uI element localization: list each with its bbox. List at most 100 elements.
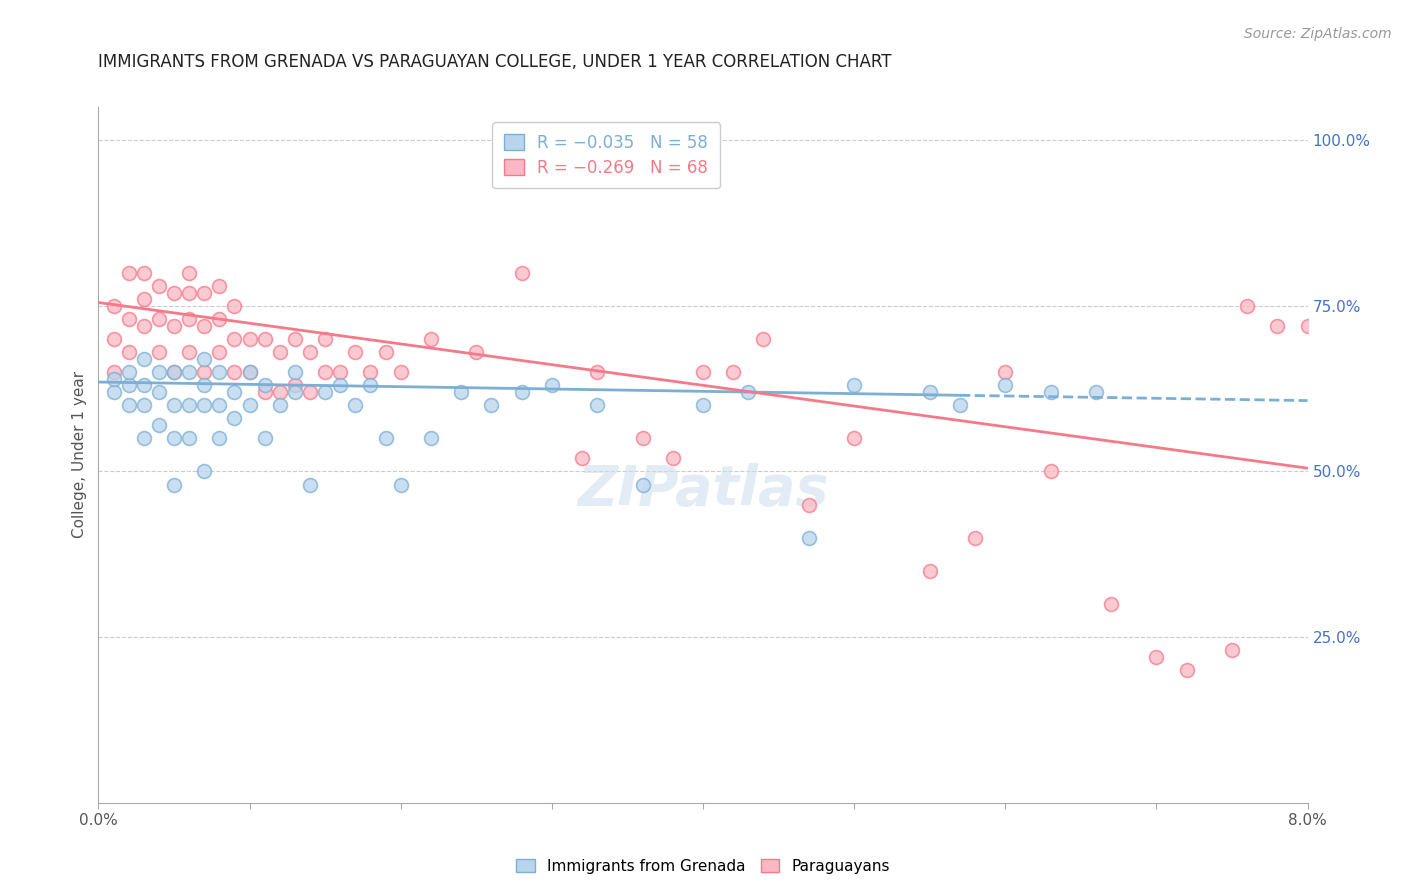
Point: [118, 378, 141, 392]
Point: [1099, 597, 1122, 611]
Point: [179, 365, 201, 379]
Text: IMMIGRANTS FROM GRENADA VS PARAGUAYAN COLLEGE, UNDER 1 YEAR CORRELATION CHART: IMMIGRANTS FROM GRENADA VS PARAGUAYAN CO…: [98, 54, 891, 71]
Point: [132, 266, 155, 280]
Point: [103, 299, 125, 313]
Point: [224, 365, 246, 379]
Point: [389, 365, 412, 379]
Point: [118, 266, 141, 280]
Point: [450, 384, 472, 399]
Point: [132, 351, 155, 366]
Point: [103, 372, 125, 386]
Point: [193, 318, 215, 333]
Point: [224, 332, 246, 346]
Point: [179, 266, 201, 280]
Point: [193, 351, 215, 366]
Point: [208, 279, 231, 293]
Point: [148, 312, 170, 326]
Point: [163, 477, 186, 491]
Point: [132, 292, 155, 306]
Point: [481, 398, 503, 412]
Point: [239, 365, 262, 379]
Point: [148, 279, 170, 293]
Point: [571, 451, 593, 466]
Point: [208, 365, 231, 379]
Point: [994, 365, 1017, 379]
Point: [269, 384, 291, 399]
Point: [844, 378, 866, 392]
Point: [541, 378, 564, 392]
Point: [103, 384, 125, 399]
Point: [179, 398, 201, 412]
Point: [193, 398, 215, 412]
Point: [193, 465, 215, 479]
Point: [253, 431, 276, 445]
Point: [148, 384, 170, 399]
Point: [253, 384, 276, 399]
Point: [269, 345, 291, 359]
Point: [239, 332, 262, 346]
Point: [224, 384, 246, 399]
Point: [1039, 465, 1062, 479]
Point: [284, 365, 307, 379]
Point: [374, 431, 396, 445]
Point: [118, 398, 141, 412]
Point: [193, 285, 215, 300]
Point: [208, 398, 231, 412]
Point: [737, 384, 759, 399]
Point: [344, 398, 367, 412]
Point: [163, 318, 186, 333]
Point: [163, 365, 186, 379]
Point: [132, 378, 155, 392]
Point: [103, 332, 125, 346]
Point: [103, 365, 125, 379]
Point: [179, 285, 201, 300]
Point: [118, 345, 141, 359]
Point: [389, 477, 412, 491]
Point: [1085, 384, 1108, 399]
Point: [965, 531, 987, 545]
Point: [299, 384, 322, 399]
Point: [253, 332, 276, 346]
Point: [1236, 299, 1258, 313]
Point: [163, 398, 186, 412]
Point: [1267, 318, 1289, 333]
Point: [179, 431, 201, 445]
Text: ZIPatlas: ZIPatlas: [578, 463, 828, 516]
Point: [269, 398, 291, 412]
Point: [374, 345, 396, 359]
Y-axis label: College, Under 1 year: College, Under 1 year: [72, 371, 87, 539]
Point: [844, 431, 866, 445]
Point: [314, 384, 336, 399]
Point: [1146, 650, 1168, 665]
Point: [118, 312, 141, 326]
Point: [344, 345, 367, 359]
Point: [586, 398, 609, 412]
Point: [253, 378, 276, 392]
Point: [284, 332, 307, 346]
Point: [797, 531, 820, 545]
Point: [224, 411, 246, 425]
Point: [193, 378, 215, 392]
Point: [193, 365, 215, 379]
Point: [299, 477, 322, 491]
Point: [208, 431, 231, 445]
Point: [510, 384, 533, 399]
Point: [1296, 318, 1319, 333]
Point: [329, 365, 352, 379]
Point: [314, 365, 336, 379]
Point: [329, 378, 352, 392]
Point: [314, 332, 336, 346]
Point: [148, 418, 170, 433]
Point: [163, 431, 186, 445]
Point: [132, 318, 155, 333]
Point: [420, 332, 443, 346]
Point: [239, 398, 262, 412]
Point: [662, 451, 685, 466]
Point: [994, 378, 1017, 392]
Point: [420, 431, 443, 445]
Point: [224, 299, 246, 313]
Point: [1175, 663, 1198, 677]
Point: [465, 345, 488, 359]
Point: [752, 332, 775, 346]
Point: [179, 345, 201, 359]
